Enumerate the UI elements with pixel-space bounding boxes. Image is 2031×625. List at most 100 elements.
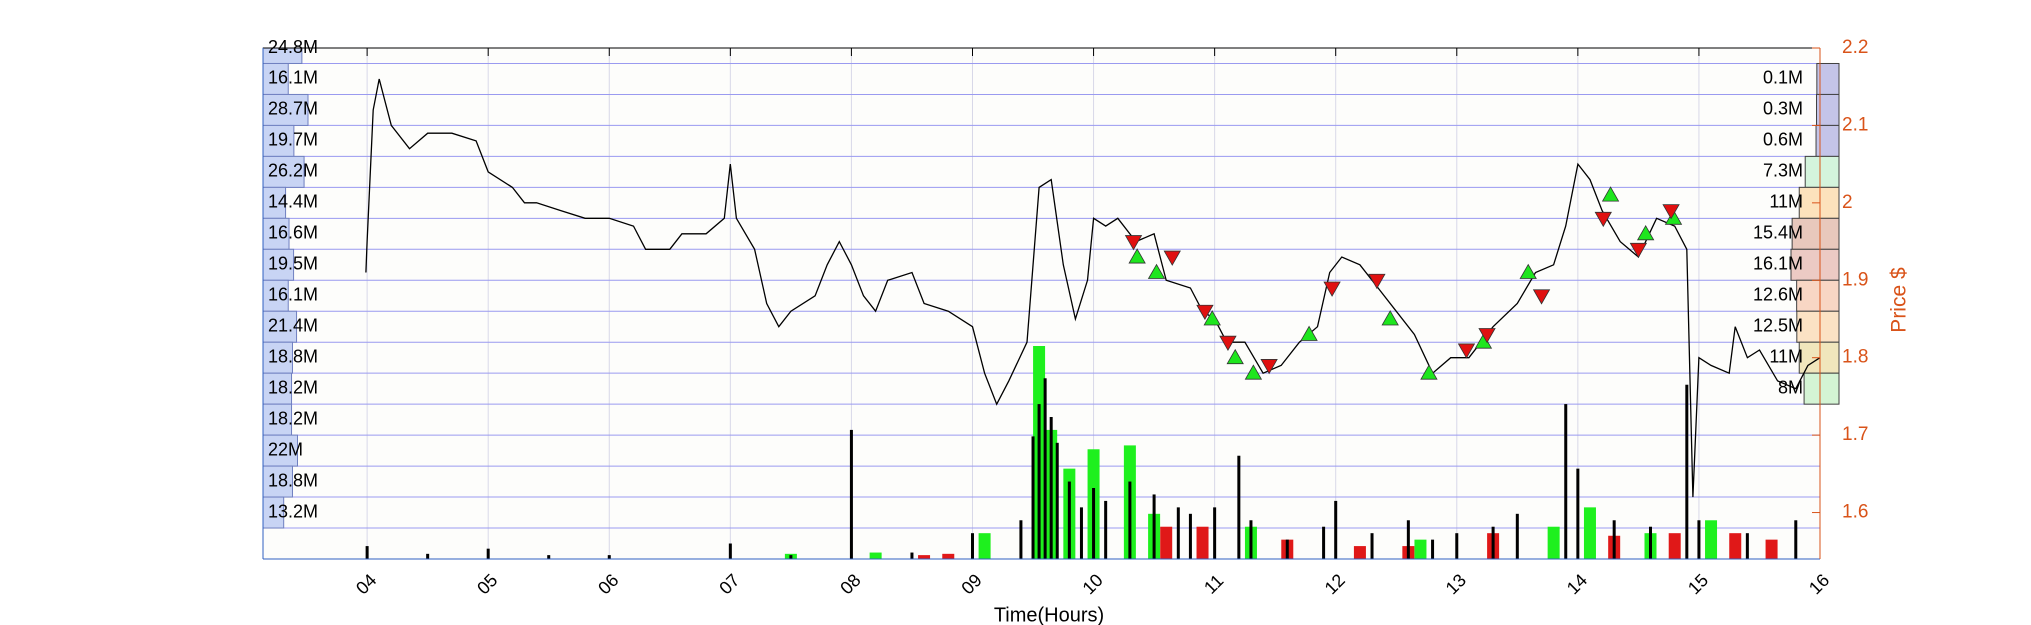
right-profile-label: 7.3M — [1763, 161, 1803, 181]
left-profile-bar — [262, 310, 298, 343]
right-profile-bar — [1796, 310, 1840, 343]
x-axis-label: Time(Hours) — [994, 604, 1104, 625]
y2-tick-label: 1.9 — [1842, 269, 1868, 290]
volume-bar — [1067, 481, 1071, 559]
buy-marker — [1147, 263, 1166, 279]
buy-marker — [1519, 263, 1537, 279]
x-tick-label: 08 — [836, 570, 864, 598]
left-profile-label: 18.2M — [268, 377, 318, 397]
volume-bar — [1249, 520, 1253, 559]
buy-marker — [1601, 186, 1620, 202]
volume-bar — [918, 555, 931, 559]
sell-marker — [1478, 328, 1496, 344]
volume-bar — [1794, 520, 1798, 559]
sell-marker — [1163, 250, 1181, 266]
volume-bar — [1213, 507, 1217, 559]
volume-bar — [1406, 520, 1410, 559]
left-profile-label: 16.6M — [268, 223, 318, 243]
right-profile-label: 0.6M — [1763, 130, 1803, 150]
buy-marker — [1128, 248, 1146, 264]
volume-bar — [1196, 526, 1209, 559]
left-profile-label: 18.8M — [268, 346, 318, 366]
volume-bar — [365, 546, 369, 559]
x-tick-label: 04 — [352, 570, 380, 598]
sell-marker — [1594, 211, 1612, 228]
volume-bar — [1353, 546, 1366, 559]
volume-bar — [1237, 455, 1241, 559]
volume-bar — [978, 533, 991, 559]
volume-bar — [426, 553, 430, 559]
volume-bar — [1705, 520, 1718, 559]
volume-bar — [1564, 404, 1568, 559]
volume-bar — [1037, 404, 1041, 559]
buy-marker — [1300, 325, 1318, 341]
y2-tick-label: 2 — [1842, 192, 1853, 213]
sell-marker — [1124, 235, 1143, 251]
right-profile-label: 11M — [1769, 192, 1803, 212]
y2-axis-label: Price $ — [1888, 267, 1911, 333]
x-tick-label: 05 — [473, 570, 501, 598]
left-profile-bar — [262, 403, 293, 436]
right-profile-bar — [1798, 186, 1840, 219]
volume-bar — [1019, 520, 1023, 559]
left-profile-bar — [262, 93, 309, 126]
volume-bar — [1583, 507, 1596, 559]
volume-bar — [1104, 500, 1108, 559]
right-profile-bar — [1803, 372, 1840, 405]
volume-bar — [1685, 384, 1689, 559]
volume-bar — [1431, 539, 1435, 559]
left-profile-label: 19.5M — [268, 254, 318, 274]
right-profile-label: 16.1M — [1753, 254, 1803, 274]
volume-bar — [1765, 539, 1778, 559]
y2-tick-label: 1.7 — [1842, 424, 1868, 445]
sell-marker — [1629, 242, 1648, 259]
x-tick-label: 07 — [715, 570, 743, 598]
volume-bar — [728, 543, 732, 559]
left-profile-label: 21.4M — [268, 315, 318, 335]
volume-bar — [1092, 488, 1096, 559]
volume-bar — [1414, 539, 1427, 559]
sell-marker — [1219, 335, 1237, 352]
left-profile-label: 16.1M — [268, 68, 318, 88]
volume-bar — [1334, 500, 1338, 559]
volume-bar — [789, 555, 793, 559]
sell-marker — [1532, 289, 1551, 305]
volume-bar — [1491, 526, 1495, 559]
left-profile-label: 16.1M — [268, 285, 318, 305]
left-profile-label: 24.8M — [268, 37, 318, 57]
volume-bar — [1697, 520, 1701, 559]
left-profile-bar — [262, 279, 289, 312]
left-profile-bar — [262, 124, 295, 157]
y2-tick-label: 1.6 — [1842, 502, 1868, 523]
volume-bar — [1176, 507, 1180, 559]
volume-bar — [1322, 526, 1326, 559]
sell-marker — [1457, 343, 1476, 359]
right-profile-label: 12.5M — [1753, 315, 1803, 335]
left-profile-label: 13.2M — [268, 501, 318, 521]
left-profile-label: 26.2M — [268, 161, 318, 181]
x-tick-label: 09 — [957, 570, 985, 598]
volume-bar — [1515, 513, 1519, 559]
volume-bar — [1576, 468, 1580, 559]
volume-bar — [486, 548, 490, 559]
volume-bar — [1648, 526, 1652, 559]
volume-bar — [1547, 526, 1560, 559]
sell-marker — [1368, 273, 1386, 290]
volume-bar — [1455, 533, 1459, 559]
volume-bar — [1745, 533, 1749, 559]
y2-tick-label: 2.2 — [1842, 37, 1868, 58]
right-profile-label: 11M — [1769, 346, 1803, 366]
x-tick-label: 13 — [1442, 570, 1470, 598]
left-profile-label: 18.8M — [268, 470, 318, 490]
left-profile-label: 28.7M — [268, 99, 318, 119]
buy-marker — [1244, 364, 1263, 380]
volume-bar — [1612, 520, 1616, 559]
buy-marker — [1203, 310, 1221, 326]
volume-bar — [1031, 436, 1035, 559]
volume-bar — [942, 553, 955, 559]
buy-marker — [1420, 364, 1438, 380]
volume-bar — [547, 555, 551, 559]
volume-bar — [1188, 513, 1192, 559]
y2-tick-label: 1.8 — [1842, 347, 1868, 368]
